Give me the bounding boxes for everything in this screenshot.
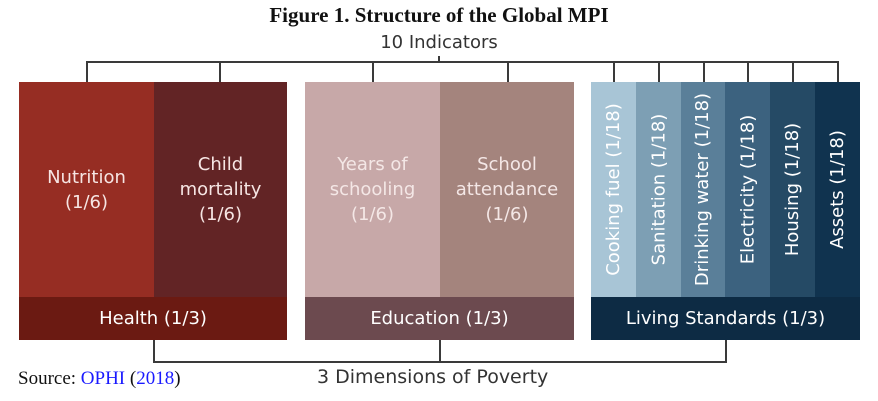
dimension-education: Education (1/3) (305, 297, 574, 340)
source-link-year[interactable]: 2018 (136, 368, 175, 389)
top-connector (507, 61, 509, 82)
indicator-nutrition-name: Nutrition (47, 166, 126, 188)
indicator-years-of-schooling-weight: (1/6) (350, 204, 394, 225)
source-paren-open: ( (125, 368, 137, 389)
indicator-nutrition: Nutrition (1/6) (19, 82, 154, 297)
top-connector (219, 61, 221, 82)
indicator-child-mortality: Child mortality (1/6) (154, 82, 287, 297)
indicator-sanitation: Sanitation (1/18) (636, 82, 681, 297)
top-connector (703, 61, 705, 82)
indicator-drinking-water: Drinking water (1/18) (681, 82, 725, 297)
top-bracket-horizontal (86, 61, 838, 63)
indicator-school-attendance-name-1: School (477, 154, 537, 175)
indicator-housing-label: Housing (1/18) (782, 122, 804, 257)
indicator-school-attendance-name-2: attendance (455, 179, 559, 200)
indicators-label: 10 Indicators (380, 32, 498, 53)
source-paren-close: ) (174, 368, 181, 389)
indicator-school-attendance-weight: (1/6) (485, 204, 529, 225)
indicator-child-mortality-name-2: mortality (179, 179, 262, 200)
top-connector (613, 61, 615, 82)
source-link-ophi[interactable]: OPHI (80, 368, 126, 389)
top-connector (747, 61, 749, 82)
indicator-cooking-fuel: Cooking fuel (1/18) (591, 82, 636, 297)
indicator-assets: Assets (1/18) (815, 82, 860, 297)
figure-title: Figure 1. Structure of the Global MPI (269, 3, 609, 27)
indicator-sanitation-label: Sanitation (1/18) (648, 113, 669, 266)
indicator-child-mortality-weight: (1/6) (198, 204, 242, 225)
indicator-child-mortality-name-1: Child (197, 154, 244, 175)
source-prefix: Source: (18, 368, 81, 389)
indicator-housing: Housing (1/18) (770, 82, 815, 297)
dimension-living-standards: Living Standards (1/3) (591, 297, 860, 340)
source-note: Source: OPHI (2018) (18, 368, 181, 390)
bottom-connector (153, 340, 155, 363)
bottom-connector (439, 340, 441, 363)
top-connector (86, 61, 88, 82)
indicator-years-of-schooling-name-2: schooling (329, 179, 416, 200)
indicator-years-of-schooling: Years of schooling (1/6) (305, 82, 440, 297)
indicator-electricity-label: Electricity (1/18) (737, 114, 759, 265)
top-connector (658, 61, 660, 82)
indicator-school-attendance: School attendance (1/6) (440, 82, 574, 297)
bottom-bracket-horizontal (153, 361, 727, 363)
indicator-assets-label: Assets (1/18) (827, 130, 848, 249)
indicator-cooking-fuel-label: Cooking fuel (1/18) (603, 103, 624, 276)
indicator-electricity: Electricity (1/18) (725, 82, 770, 297)
indicator-nutrition-weight: (1/6) (64, 191, 108, 213)
dimension-health: Health (1/3) (19, 297, 287, 340)
top-connector (372, 61, 374, 82)
indicator-years-of-schooling-name-1: Years of (337, 154, 408, 175)
bottom-connector (725, 340, 727, 363)
top-connector (837, 61, 839, 82)
top-bracket-stem (438, 56, 440, 62)
indicator-drinking-water-label: Drinking water (1/18) (692, 92, 714, 287)
dimensions-label: 3 Dimensions of Poverty (317, 366, 549, 388)
top-connector (792, 61, 794, 82)
